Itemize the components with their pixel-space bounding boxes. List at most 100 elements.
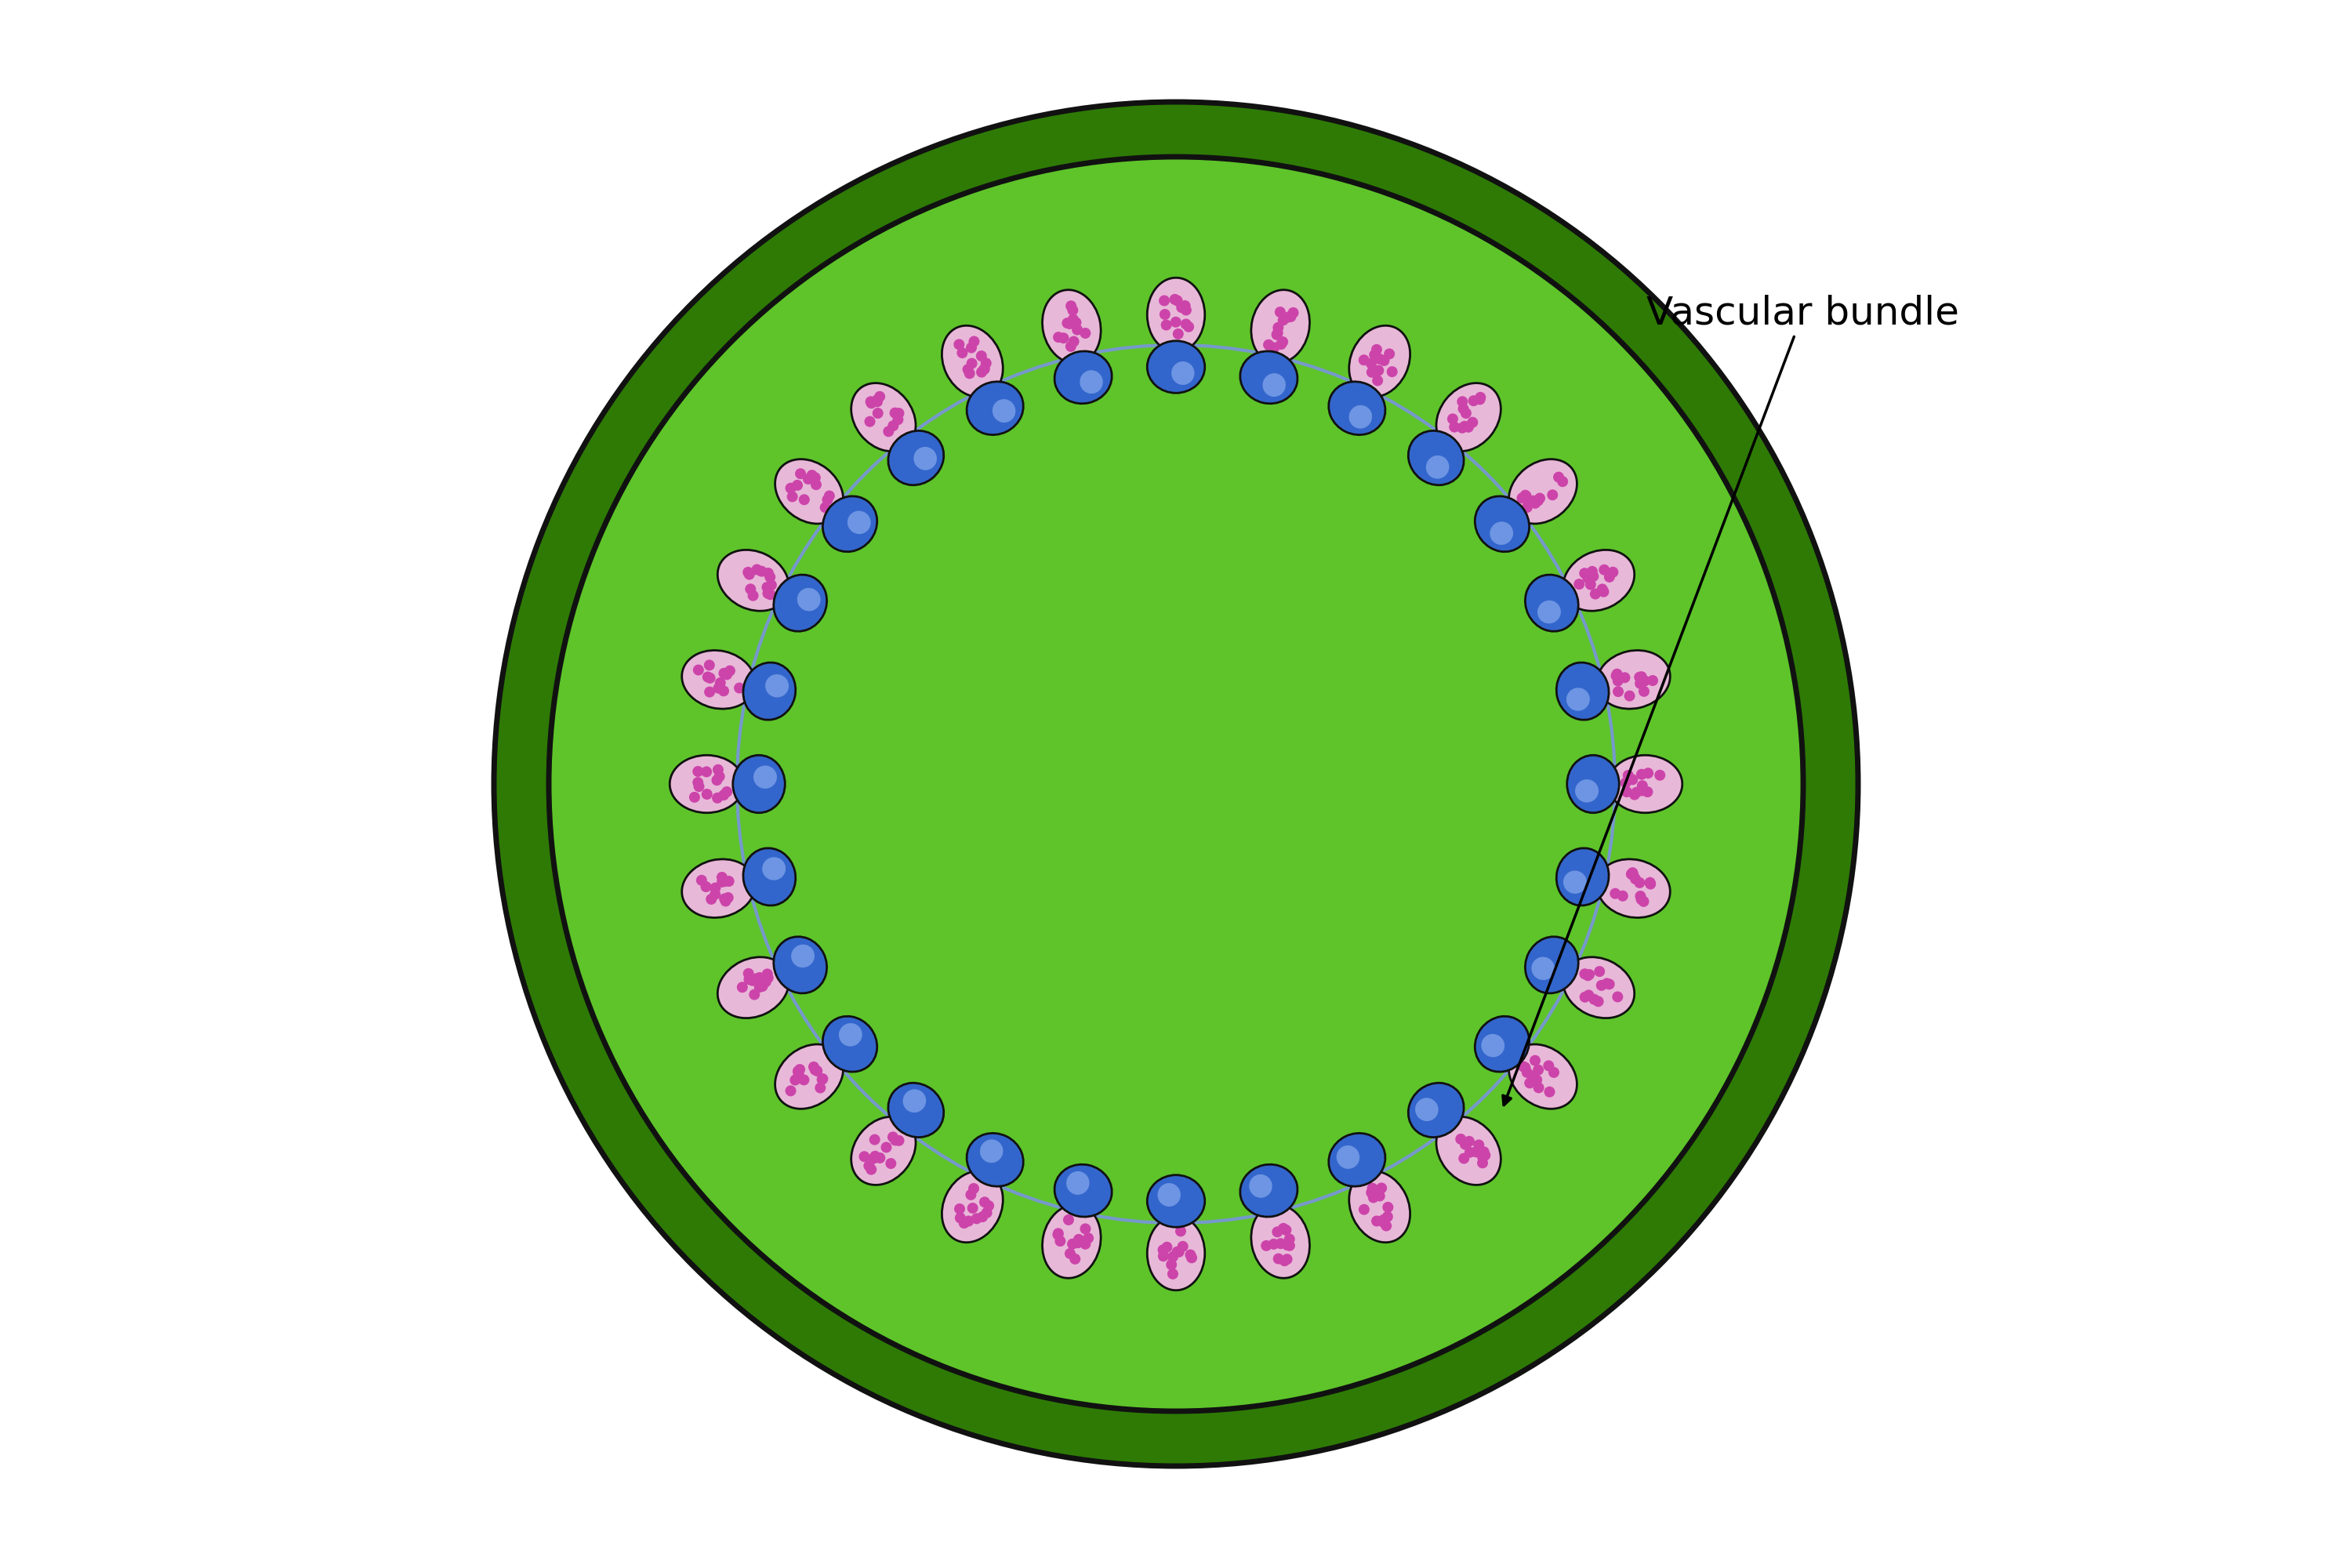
Circle shape [696,875,708,886]
Circle shape [1529,1055,1541,1066]
Circle shape [762,972,774,983]
Circle shape [1472,1140,1484,1151]
Circle shape [548,157,1804,1411]
Circle shape [884,1159,896,1170]
Circle shape [1268,1239,1279,1250]
Circle shape [807,470,818,481]
Ellipse shape [1597,859,1670,917]
Circle shape [1461,408,1472,419]
Ellipse shape [1566,756,1618,812]
Circle shape [1367,358,1376,368]
Circle shape [1519,1062,1531,1073]
Circle shape [1637,671,1646,682]
Circle shape [1054,1236,1065,1247]
Circle shape [1635,677,1646,688]
Ellipse shape [1564,870,1588,894]
Ellipse shape [840,1024,863,1046]
Ellipse shape [717,956,788,1018]
Ellipse shape [1538,601,1562,624]
Circle shape [743,967,755,978]
Circle shape [710,883,720,894]
Circle shape [1646,676,1658,687]
Circle shape [1374,365,1383,376]
Circle shape [1517,1062,1529,1073]
Circle shape [1376,1182,1388,1193]
Circle shape [1359,1204,1369,1215]
Circle shape [1543,1060,1555,1071]
Circle shape [1628,870,1639,881]
Ellipse shape [1336,1146,1359,1168]
Circle shape [1054,332,1063,343]
Ellipse shape [1409,431,1463,485]
Circle shape [762,582,771,593]
Circle shape [1183,321,1195,332]
Circle shape [701,767,713,778]
Ellipse shape [913,447,936,470]
Circle shape [1642,787,1653,798]
Ellipse shape [743,848,795,905]
Circle shape [720,877,731,887]
Circle shape [724,665,736,676]
Circle shape [1054,1228,1063,1239]
Circle shape [1519,489,1531,500]
Ellipse shape [753,765,776,789]
Circle shape [1611,670,1621,681]
Circle shape [978,364,990,375]
Circle shape [1381,1220,1392,1231]
Ellipse shape [967,1134,1023,1187]
Circle shape [713,792,722,803]
Ellipse shape [1437,383,1501,452]
Ellipse shape [1240,1165,1298,1217]
Circle shape [701,881,713,892]
Circle shape [1472,1146,1482,1157]
Ellipse shape [1251,1204,1310,1278]
Circle shape [1080,328,1091,339]
Circle shape [764,572,776,583]
Circle shape [762,568,774,579]
Circle shape [748,975,757,986]
Circle shape [1261,1240,1272,1251]
Circle shape [1185,1253,1197,1264]
Circle shape [978,364,990,375]
Circle shape [1463,1135,1475,1146]
Circle shape [964,1189,976,1200]
Circle shape [1583,969,1595,980]
Circle shape [1602,978,1613,989]
Circle shape [1468,395,1479,406]
Circle shape [793,1066,804,1077]
Circle shape [786,483,797,494]
Circle shape [1635,877,1644,887]
Circle shape [1606,566,1618,577]
Ellipse shape [1425,455,1449,478]
Circle shape [894,408,903,419]
Ellipse shape [1508,459,1576,524]
Circle shape [1590,588,1602,599]
Circle shape [1449,422,1461,433]
Ellipse shape [1054,1165,1112,1217]
Circle shape [1160,309,1171,320]
Circle shape [821,502,830,513]
Circle shape [1080,1239,1091,1250]
Circle shape [494,102,1858,1466]
Circle shape [1176,1226,1185,1237]
Circle shape [1282,1240,1294,1251]
Circle shape [1597,586,1609,597]
Circle shape [1611,668,1623,679]
Circle shape [1534,1065,1543,1076]
Circle shape [875,390,884,401]
Ellipse shape [1576,779,1599,803]
Ellipse shape [1508,1044,1576,1109]
Ellipse shape [1531,956,1555,980]
Circle shape [1604,571,1616,582]
Circle shape [891,414,903,425]
Circle shape [964,368,976,379]
Ellipse shape [797,588,821,612]
Circle shape [1578,568,1590,579]
Circle shape [1167,1259,1176,1270]
Circle shape [1065,1248,1075,1259]
Circle shape [1534,1082,1545,1093]
Circle shape [816,1074,828,1085]
Circle shape [983,1200,995,1210]
Circle shape [809,1065,821,1076]
Circle shape [873,397,882,408]
